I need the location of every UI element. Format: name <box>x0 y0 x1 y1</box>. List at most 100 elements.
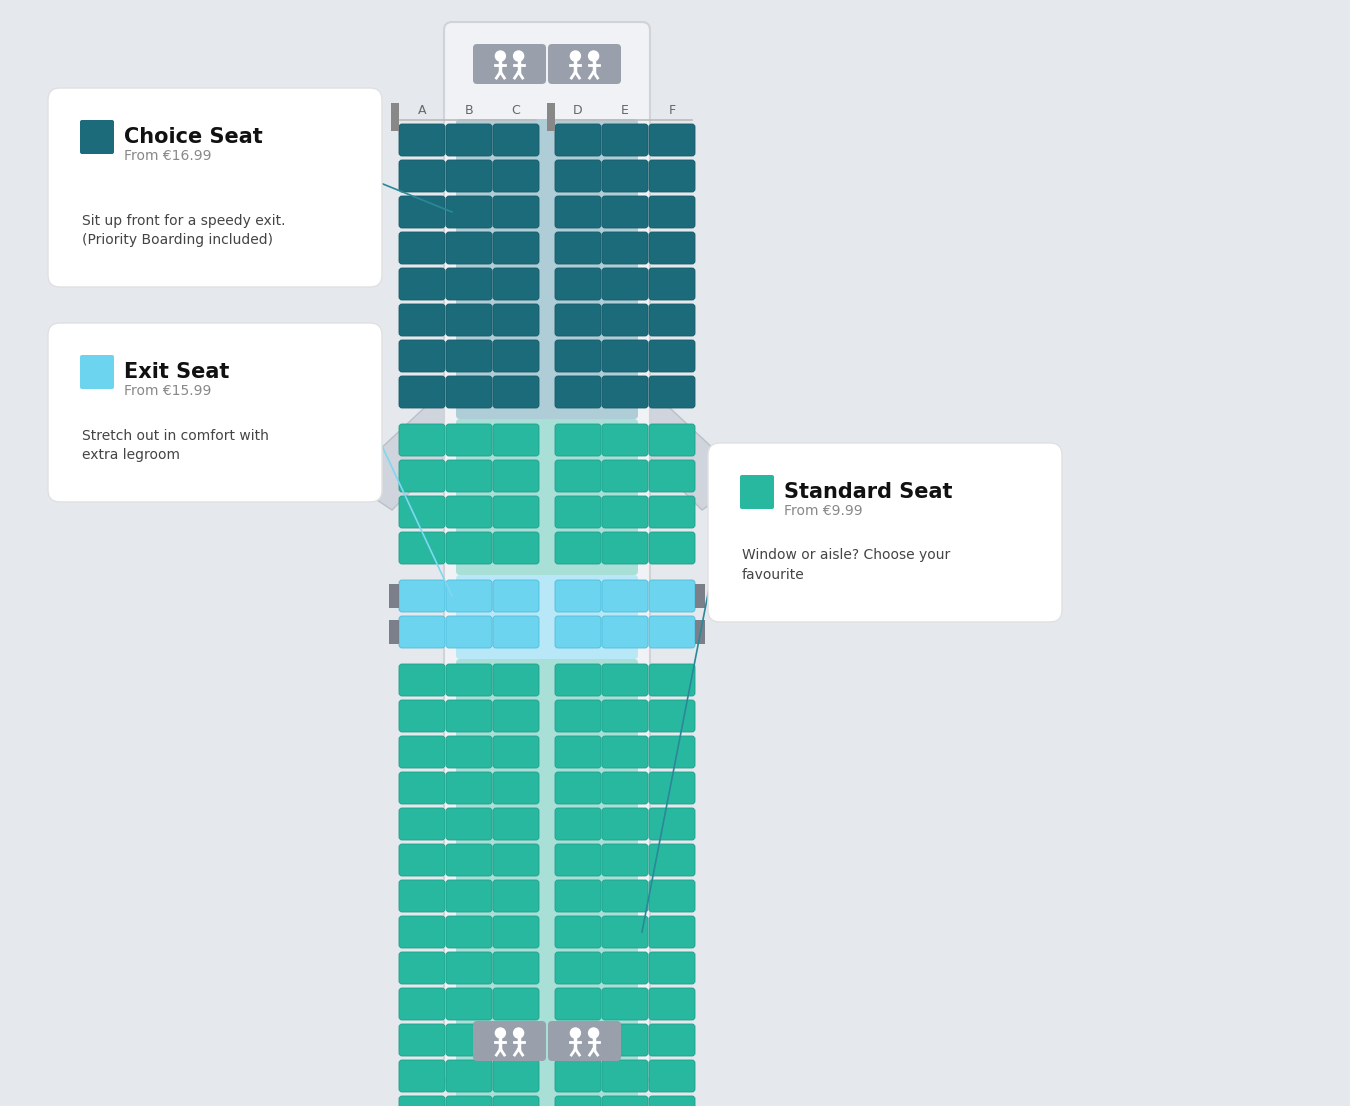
FancyBboxPatch shape <box>548 44 621 84</box>
FancyBboxPatch shape <box>400 952 446 984</box>
FancyBboxPatch shape <box>400 304 446 336</box>
FancyBboxPatch shape <box>548 1021 621 1061</box>
FancyBboxPatch shape <box>493 424 539 456</box>
FancyBboxPatch shape <box>649 196 695 228</box>
FancyBboxPatch shape <box>493 580 539 612</box>
FancyBboxPatch shape <box>555 808 601 839</box>
FancyBboxPatch shape <box>446 808 491 839</box>
FancyBboxPatch shape <box>602 1024 648 1056</box>
FancyBboxPatch shape <box>649 532 695 564</box>
FancyBboxPatch shape <box>493 196 539 228</box>
Polygon shape <box>347 382 452 510</box>
FancyBboxPatch shape <box>446 916 491 948</box>
FancyBboxPatch shape <box>555 580 601 612</box>
FancyBboxPatch shape <box>400 1096 446 1106</box>
Text: Standard Seat: Standard Seat <box>784 482 953 502</box>
Text: Sit up front for a speedy exit.
(Priority Boarding included): Sit up front for a speedy exit. (Priorit… <box>82 213 285 247</box>
FancyBboxPatch shape <box>400 495 446 528</box>
FancyBboxPatch shape <box>649 880 695 912</box>
FancyBboxPatch shape <box>555 772 601 804</box>
FancyBboxPatch shape <box>602 495 648 528</box>
FancyBboxPatch shape <box>602 580 648 612</box>
FancyBboxPatch shape <box>493 808 539 839</box>
Circle shape <box>571 1027 580 1039</box>
FancyBboxPatch shape <box>446 988 491 1020</box>
FancyBboxPatch shape <box>649 735 695 768</box>
FancyBboxPatch shape <box>400 124 446 156</box>
FancyBboxPatch shape <box>493 376 539 408</box>
FancyBboxPatch shape <box>602 916 648 948</box>
Circle shape <box>495 51 505 61</box>
FancyBboxPatch shape <box>400 664 446 696</box>
FancyBboxPatch shape <box>555 460 601 492</box>
FancyBboxPatch shape <box>493 304 539 336</box>
FancyBboxPatch shape <box>649 772 695 804</box>
FancyBboxPatch shape <box>80 119 113 154</box>
FancyBboxPatch shape <box>740 474 774 509</box>
FancyBboxPatch shape <box>555 844 601 876</box>
FancyBboxPatch shape <box>649 988 695 1020</box>
FancyBboxPatch shape <box>602 1096 648 1106</box>
FancyBboxPatch shape <box>444 22 649 1083</box>
FancyBboxPatch shape <box>649 376 695 408</box>
FancyBboxPatch shape <box>555 916 601 948</box>
FancyBboxPatch shape <box>649 160 695 192</box>
FancyBboxPatch shape <box>649 952 695 984</box>
FancyBboxPatch shape <box>446 268 491 300</box>
Text: C: C <box>512 104 520 116</box>
FancyBboxPatch shape <box>446 376 491 408</box>
FancyBboxPatch shape <box>649 844 695 876</box>
FancyBboxPatch shape <box>649 580 695 612</box>
FancyBboxPatch shape <box>555 340 601 372</box>
FancyBboxPatch shape <box>602 304 648 336</box>
FancyBboxPatch shape <box>602 952 648 984</box>
FancyBboxPatch shape <box>493 460 539 492</box>
FancyBboxPatch shape <box>602 700 648 732</box>
FancyBboxPatch shape <box>493 664 539 696</box>
FancyBboxPatch shape <box>446 460 491 492</box>
FancyBboxPatch shape <box>446 844 491 876</box>
FancyBboxPatch shape <box>555 304 601 336</box>
FancyBboxPatch shape <box>555 232 601 264</box>
FancyBboxPatch shape <box>456 659 639 1106</box>
FancyBboxPatch shape <box>602 460 648 492</box>
FancyBboxPatch shape <box>649 340 695 372</box>
Polygon shape <box>643 382 747 510</box>
FancyBboxPatch shape <box>400 460 446 492</box>
Circle shape <box>571 51 580 61</box>
FancyBboxPatch shape <box>555 196 601 228</box>
Bar <box>695 584 705 608</box>
FancyBboxPatch shape <box>446 1060 491 1092</box>
FancyBboxPatch shape <box>400 268 446 300</box>
Circle shape <box>513 51 524 61</box>
FancyBboxPatch shape <box>493 988 539 1020</box>
FancyBboxPatch shape <box>400 808 446 839</box>
FancyBboxPatch shape <box>446 952 491 984</box>
FancyBboxPatch shape <box>80 355 113 389</box>
FancyBboxPatch shape <box>493 952 539 984</box>
FancyBboxPatch shape <box>602 376 648 408</box>
FancyBboxPatch shape <box>649 460 695 492</box>
FancyBboxPatch shape <box>493 1024 539 1056</box>
FancyBboxPatch shape <box>456 119 639 419</box>
FancyBboxPatch shape <box>456 419 639 575</box>
FancyBboxPatch shape <box>493 1060 539 1092</box>
FancyBboxPatch shape <box>446 304 491 336</box>
FancyBboxPatch shape <box>649 1060 695 1092</box>
FancyBboxPatch shape <box>602 232 648 264</box>
FancyBboxPatch shape <box>400 580 446 612</box>
FancyBboxPatch shape <box>446 580 491 612</box>
FancyBboxPatch shape <box>493 880 539 912</box>
FancyBboxPatch shape <box>493 844 539 876</box>
FancyBboxPatch shape <box>446 664 491 696</box>
FancyBboxPatch shape <box>602 808 648 839</box>
FancyBboxPatch shape <box>493 495 539 528</box>
Text: Exit Seat: Exit Seat <box>124 362 230 382</box>
Text: Choice Seat: Choice Seat <box>124 127 263 147</box>
FancyBboxPatch shape <box>649 700 695 732</box>
FancyBboxPatch shape <box>602 424 648 456</box>
FancyBboxPatch shape <box>400 772 446 804</box>
FancyBboxPatch shape <box>555 880 601 912</box>
FancyBboxPatch shape <box>493 268 539 300</box>
Circle shape <box>495 1027 505 1039</box>
